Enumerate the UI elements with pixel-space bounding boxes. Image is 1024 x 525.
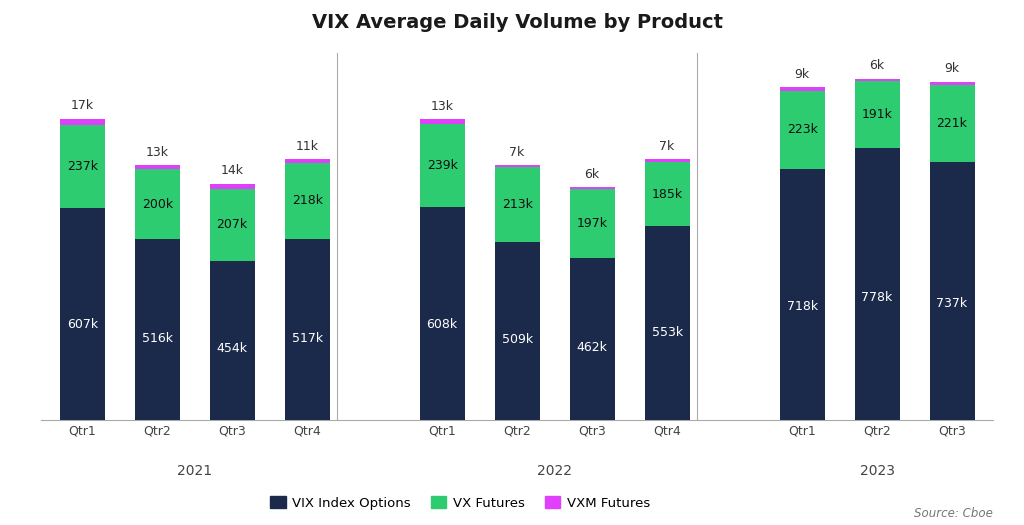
Text: 509k: 509k [502, 333, 532, 346]
Text: 197k: 197k [577, 217, 607, 230]
Text: 737k: 737k [937, 298, 968, 310]
Bar [210, 184, 255, 188]
Bar [779, 91, 824, 169]
Text: 207k: 207k [217, 218, 248, 232]
Text: 6k: 6k [585, 168, 600, 181]
Text: 185k: 185k [651, 187, 683, 201]
Bar [779, 88, 824, 91]
Text: 2021: 2021 [177, 465, 212, 478]
Text: 14k: 14k [221, 164, 244, 177]
Bar [855, 79, 899, 81]
Text: 17k: 17k [71, 99, 94, 112]
Bar [285, 163, 330, 239]
Text: 6k: 6k [869, 59, 885, 72]
Text: 7k: 7k [659, 140, 675, 153]
Bar [210, 261, 255, 420]
Bar [644, 226, 689, 420]
Bar [420, 123, 465, 207]
Text: 213k: 213k [502, 198, 532, 211]
Bar [930, 85, 975, 162]
Bar [285, 159, 330, 163]
Bar [495, 242, 540, 420]
Text: 608k: 608k [427, 318, 458, 331]
Bar [569, 258, 614, 420]
Text: 13k: 13k [431, 100, 454, 113]
Text: 9k: 9k [795, 68, 810, 81]
Bar [59, 119, 104, 124]
Text: 200k: 200k [141, 198, 173, 211]
Text: 462k: 462k [577, 341, 607, 354]
Bar [855, 81, 899, 148]
Bar [135, 165, 179, 170]
Bar [135, 239, 179, 420]
Bar [59, 207, 104, 420]
Legend: VIX Index Options, VX Futures, VXM Futures: VIX Index Options, VX Futures, VXM Futur… [263, 490, 656, 516]
Bar [779, 169, 824, 420]
Title: VIX Average Daily Volume by Product: VIX Average Daily Volume by Product [311, 13, 723, 32]
Text: 517k: 517k [292, 332, 323, 345]
Text: 607k: 607k [67, 318, 97, 331]
Text: Source: Cboe: Source: Cboe [914, 507, 993, 520]
Text: 2023: 2023 [859, 465, 895, 478]
Text: 718k: 718k [786, 300, 817, 313]
Bar [930, 81, 975, 85]
Text: 218k: 218k [292, 194, 323, 207]
Text: 516k: 516k [141, 332, 173, 345]
Text: 778k: 778k [861, 291, 893, 304]
Bar [495, 165, 540, 167]
Text: 2022: 2022 [538, 465, 572, 478]
Bar [420, 119, 465, 123]
Text: 239k: 239k [427, 159, 458, 172]
Text: 9k: 9k [944, 62, 959, 75]
Bar [855, 148, 899, 420]
Bar [210, 188, 255, 261]
Bar [569, 190, 614, 258]
Text: 221k: 221k [937, 117, 968, 130]
Bar [930, 162, 975, 420]
Text: 454k: 454k [217, 342, 248, 355]
Text: 223k: 223k [786, 123, 817, 136]
Text: 11k: 11k [296, 140, 318, 153]
Text: 191k: 191k [861, 108, 893, 121]
Bar [569, 187, 614, 190]
Bar [135, 170, 179, 239]
Text: 553k: 553k [651, 327, 683, 339]
Text: 7k: 7k [510, 145, 524, 159]
Text: 237k: 237k [67, 160, 97, 173]
Bar [644, 162, 689, 226]
Bar [420, 207, 465, 420]
Bar [495, 167, 540, 242]
Text: 13k: 13k [145, 145, 169, 159]
Bar [285, 239, 330, 420]
Bar [59, 124, 104, 207]
Bar [644, 159, 689, 162]
